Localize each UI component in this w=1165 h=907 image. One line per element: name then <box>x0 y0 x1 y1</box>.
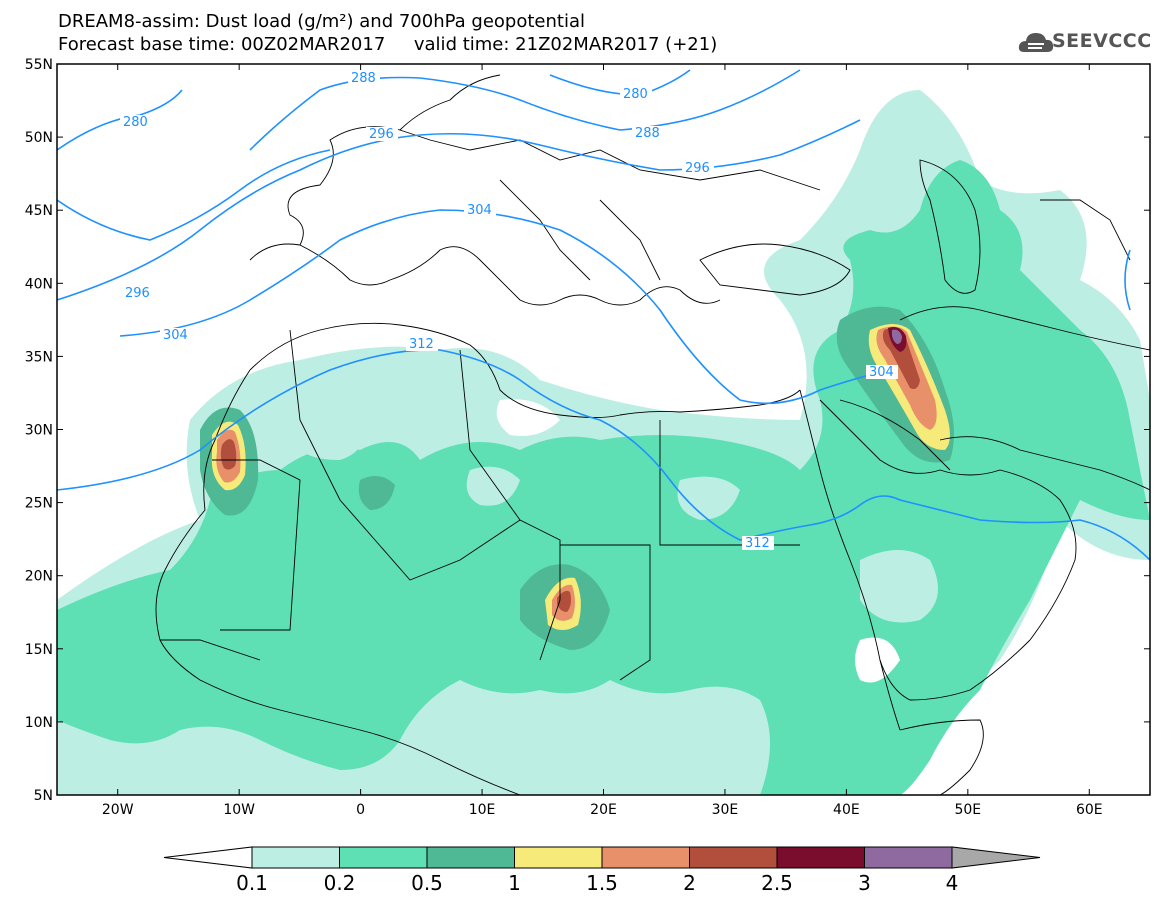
lon-tick-label: 30E <box>712 802 739 818</box>
dust-field <box>57 90 1150 795</box>
colorbar-label: 0.1 <box>236 871 268 895</box>
contour-296-loop <box>57 149 331 241</box>
contour-label: 304 <box>869 365 894 380</box>
lon-tick-label: 0 <box>356 802 365 818</box>
contour-label: 280 <box>623 87 648 102</box>
contour-312-east <box>1124 249 1131 311</box>
contour-312 <box>57 349 1150 561</box>
lat-tick-label: 20N <box>25 569 53 585</box>
contour-label: 288 <box>635 126 660 141</box>
lon-tick-label: 40E <box>833 802 860 818</box>
coastlines <box>155 74 1150 795</box>
contour-label: 312 <box>409 337 434 352</box>
lat-tick-label: 55N <box>25 57 53 73</box>
contour-296-north <box>57 119 861 301</box>
colorbar-box <box>689 846 778 869</box>
lat-tick-label: 25N <box>25 496 53 512</box>
lat-tick-label: 15N <box>25 642 53 658</box>
lon-tick-label: 20W <box>102 802 134 818</box>
colorbar-box <box>426 846 515 869</box>
lat-tick-label: 35N <box>25 349 53 365</box>
colorbar-box <box>251 846 340 869</box>
colorbar-label: 3 <box>858 871 871 895</box>
lon-tick-label: 10W <box>223 802 255 818</box>
lat-tick-label: 10N <box>25 715 53 731</box>
map-title: DREAM8-assim: Dust load (g/m²) and 700hP… <box>58 11 585 32</box>
cloud-icon <box>1018 33 1054 52</box>
colorbar-label: 1.5 <box>586 871 618 895</box>
colorbar-box <box>339 846 428 869</box>
contour-label: 304 <box>467 203 492 218</box>
contour-label: 288 <box>351 71 376 86</box>
geopotential-contours <box>57 69 1150 561</box>
colorbar-label: 2 <box>683 871 696 895</box>
colorbar-box <box>864 846 953 869</box>
colorbar-arrow-high <box>951 846 1041 869</box>
contour-label: 280 <box>123 115 148 130</box>
colorbar-box <box>514 846 603 869</box>
lat-tick-label: 40N <box>25 276 53 292</box>
contour-label: 296 <box>125 286 150 301</box>
logo-text: SEEVCCC <box>1052 30 1152 52</box>
contour-label: 296 <box>685 161 710 176</box>
colorbar-label: 0.5 <box>411 871 443 895</box>
lon-tick-label: 10E <box>469 802 496 818</box>
colorbar: 0.1 0.2 0.5 1 1.5 2 2.5 3 4 <box>163 846 1041 895</box>
colorbar-box <box>776 846 865 869</box>
contour-label: 296 <box>369 127 394 142</box>
contour-288 <box>249 69 801 151</box>
contour-label: 304 <box>163 328 188 343</box>
colorbar-label: 0.2 <box>324 871 356 895</box>
colorbar-arrow-low <box>163 846 253 869</box>
contour-label: 312 <box>745 536 770 551</box>
colorbar-box <box>601 846 690 869</box>
lat-tick-label: 50N <box>25 130 53 146</box>
lon-tick-label: 60E <box>1076 802 1103 818</box>
lat-tick-label: 5N <box>34 788 53 804</box>
colorbar-label: 2.5 <box>761 871 793 895</box>
lat-tick-label: 30N <box>25 423 53 439</box>
map-subtitle: Forecast base time: 00Z02MAR2017 valid t… <box>58 34 718 55</box>
lon-tick-label: 50E <box>954 802 981 818</box>
colorbar-label: 1 <box>508 871 521 895</box>
colorbar-label: 4 <box>946 871 959 895</box>
contour-304 <box>119 209 881 405</box>
lon-axis: 20W 10W 0 10E 20E 30E 40E 50E 60E <box>102 64 1103 818</box>
lon-tick-label: 20E <box>590 802 617 818</box>
lat-tick-label: 45N <box>25 203 53 219</box>
contour-labels: 288 280 280 296 288 296 304 296 304 312 … <box>120 71 898 551</box>
lat-axis: 55N 50N 45N 40N 35N 30N 25N 20N 15N 10N 5N <box>25 57 1150 804</box>
